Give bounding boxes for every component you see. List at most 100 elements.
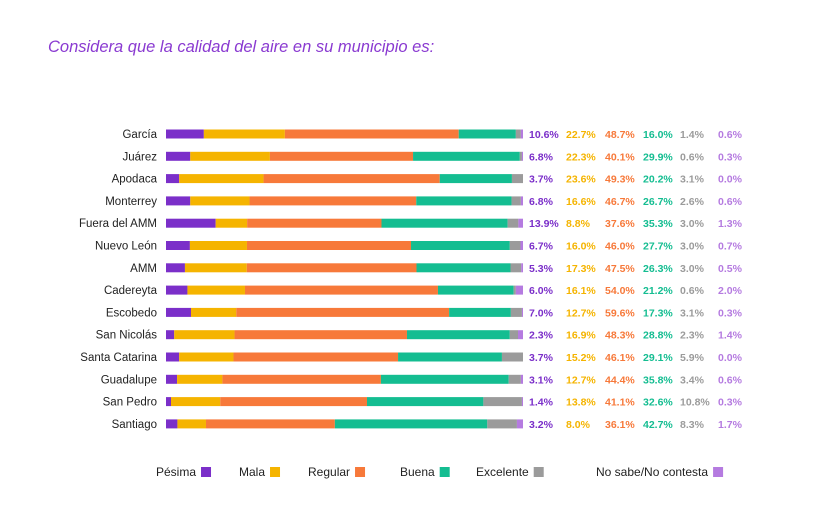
legend-label: Regular [308, 465, 350, 479]
category-label: San Pedro [103, 397, 157, 409]
bar-segment [515, 285, 523, 295]
legend-swatch [713, 467, 724, 477]
bar-segment [179, 352, 234, 362]
category-label: Fuera del AMM [79, 218, 157, 230]
category-label: San Nicolás [96, 330, 158, 342]
bar-segment [437, 285, 514, 295]
data-label: 12.7% [566, 374, 596, 386]
data-label: 16.0% [643, 129, 673, 141]
data-label: 8.8% [566, 218, 591, 230]
bar-segment [516, 419, 523, 429]
category-label: Cadereyta [104, 285, 158, 297]
bar-segment [166, 241, 190, 250]
legend-swatch [439, 467, 450, 477]
category-label: Escobedo [106, 307, 157, 319]
bar-segment [246, 241, 412, 250]
bar-segment [269, 151, 414, 161]
data-label: 13.8% [566, 397, 596, 409]
legend-swatch [533, 467, 544, 477]
data-label: 6.7% [529, 241, 554, 253]
data-label: 1.3% [718, 218, 743, 230]
bar-segment [215, 218, 248, 228]
data-label: 13.9% [529, 218, 559, 230]
bar-segment [513, 285, 516, 295]
bar-segment [244, 285, 438, 295]
bar-segment [518, 330, 523, 340]
bar-segment [187, 285, 245, 295]
data-label: 3.1% [680, 174, 705, 186]
bar-segment [509, 241, 521, 250]
data-label: 2.3% [529, 330, 554, 342]
legend-label: Buena [400, 465, 435, 479]
data-label: 59.6% [605, 307, 635, 319]
bar-segment [413, 151, 520, 161]
data-label: 8.0% [566, 419, 591, 431]
bar-segment [381, 218, 508, 228]
data-label: 1.7% [718, 419, 743, 431]
bar-segment [510, 263, 522, 273]
chart-title: Considera que la calidad del aire en su … [48, 38, 435, 56]
legend-swatch [270, 467, 281, 477]
data-label: 0.6% [718, 129, 743, 141]
category-label: Apodaca [112, 174, 158, 186]
data-label: 3.0% [680, 241, 705, 253]
bar-segment [166, 151, 191, 161]
data-label: 10.8% [680, 397, 710, 409]
data-label: 3.1% [680, 307, 705, 319]
legend-swatch [201, 467, 212, 477]
bar-segment [166, 374, 178, 384]
data-label: 40.1% [605, 151, 635, 163]
data-label: 35.8% [643, 374, 673, 386]
category-label: Nuevo León [95, 241, 157, 253]
category-label: Santiago [112, 419, 157, 431]
bar-segment [166, 129, 204, 139]
bar-segment [411, 241, 510, 250]
data-label: 0.6% [718, 196, 743, 208]
data-label: 54.0% [605, 285, 635, 297]
bar-segment [166, 330, 175, 340]
data-label: 16.0% [566, 241, 596, 253]
bar-segment [508, 374, 521, 384]
data-label: 32.6% [643, 397, 673, 409]
bar-segment [398, 352, 502, 362]
bar-segment [521, 151, 523, 161]
data-label: 0.0% [718, 174, 743, 186]
data-label: 0.3% [718, 151, 743, 163]
data-label: 0.3% [718, 397, 743, 409]
bar-segment [501, 352, 523, 362]
data-label: 48.7% [605, 129, 635, 141]
data-label: 16.6% [566, 196, 596, 208]
data-label: 49.3% [605, 174, 635, 186]
data-label: 27.7% [643, 241, 673, 253]
bar-segment [234, 330, 407, 340]
bar-segment [166, 397, 171, 407]
data-label: 21.2% [643, 285, 673, 297]
category-label: Santa Catarina [80, 352, 157, 364]
data-label: 35.3% [643, 218, 673, 230]
bar-segment [179, 174, 264, 184]
data-label: 3.7% [529, 174, 554, 186]
bar-segment [520, 129, 523, 139]
data-label: 0.6% [680, 151, 705, 163]
data-label: 22.3% [566, 151, 596, 163]
data-label: 20.2% [643, 174, 673, 186]
data-label: 22.7% [566, 129, 596, 141]
data-label: 1.4% [529, 397, 554, 409]
category-label: Juárez [122, 151, 157, 163]
bar-segment [203, 129, 285, 139]
legend-label: No sabe/No contesta [596, 465, 708, 479]
bar-segment [170, 397, 221, 407]
data-label: 46.0% [605, 241, 635, 253]
bar-segment [220, 397, 367, 407]
data-label: 1.4% [718, 330, 743, 342]
data-label: 6.8% [529, 151, 554, 163]
bar-segment [190, 151, 270, 161]
data-label: 28.8% [643, 330, 673, 342]
bar-segment [521, 307, 523, 317]
data-label: 48.3% [605, 330, 635, 342]
data-label: 3.7% [529, 352, 554, 364]
bar-segment [519, 151, 522, 161]
legend-label: Pésima [156, 465, 196, 479]
data-label: 1.4% [680, 129, 705, 141]
